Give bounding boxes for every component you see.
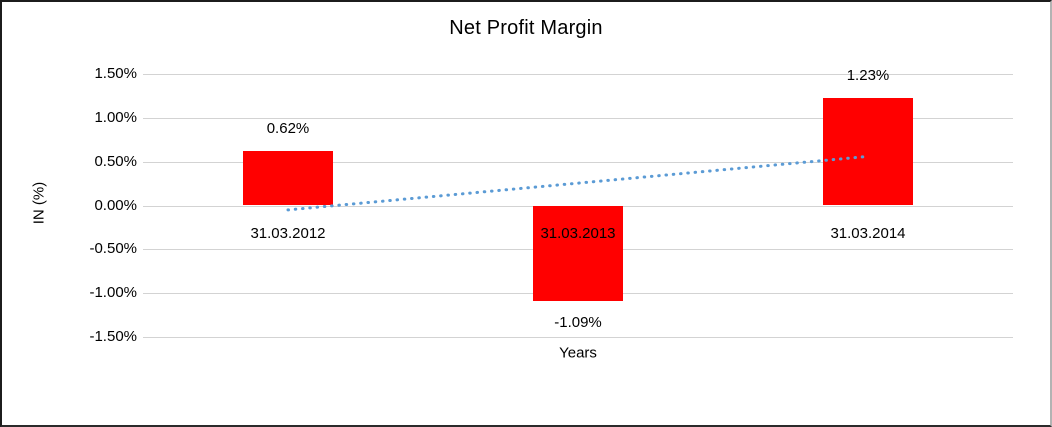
gridline [143, 74, 1013, 75]
y-tick-label: -1.00% [89, 284, 137, 302]
category-label: 31.03.2014 [830, 225, 906, 242]
chart-title: Net Profit Margin [449, 17, 603, 39]
bar [243, 151, 333, 206]
y-tick-label: -0.50% [89, 240, 137, 258]
bar [823, 97, 913, 206]
category-label: 31.03.2013 [540, 225, 616, 242]
gridline [143, 117, 1013, 119]
category-label: 31.03.2012 [250, 225, 326, 242]
gridline [143, 337, 1013, 338]
bar-data-label: 1.23% [846, 66, 890, 84]
y-tick-label: 1.50% [94, 65, 137, 82]
trendline [286, 154, 870, 212]
bar-data-label: -1.09% [554, 314, 602, 332]
y-tick-label: -1.50% [89, 328, 137, 345]
y-tick-label: 0.50% [94, 152, 137, 170]
bar-data-label: 0.62% [266, 120, 310, 138]
bar [533, 205, 623, 302]
gridline [143, 161, 1013, 163]
y-tick-label: 0.00% [94, 196, 137, 214]
x-axis-title: Years [559, 344, 597, 362]
y-tick-label: 1.00% [94, 108, 137, 126]
